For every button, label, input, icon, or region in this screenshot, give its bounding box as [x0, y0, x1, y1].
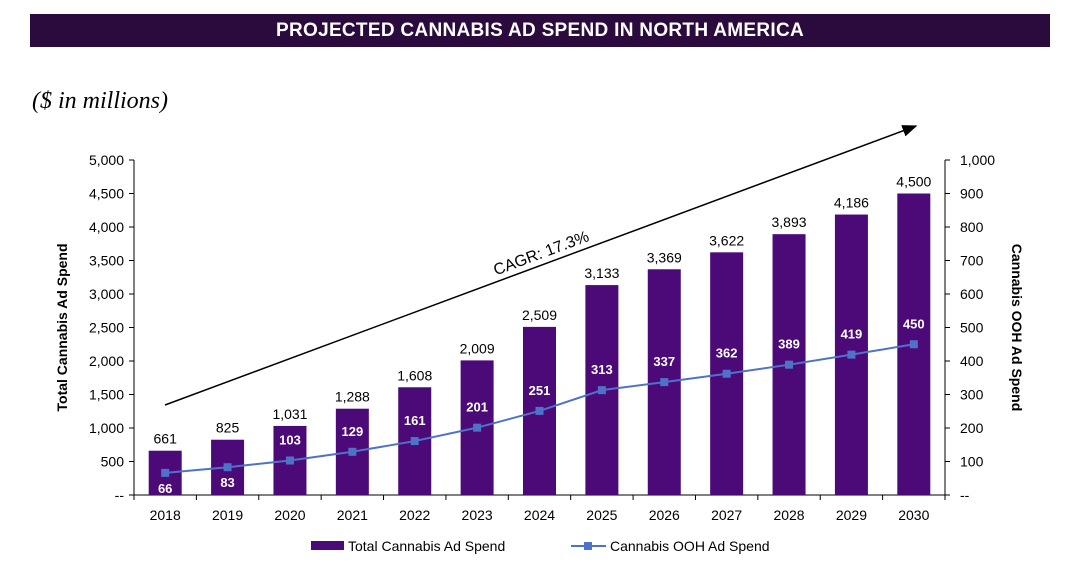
x-tick-label: 2022 [399, 507, 430, 523]
left-tick-label: 5,000 [89, 152, 124, 168]
title-bar: PROJECTED CANNABIS AD SPEND IN NORTH AME… [30, 14, 1050, 47]
ooh-value-label: 389 [778, 337, 800, 352]
ooh-point-marker [535, 406, 544, 415]
chart-title: PROJECTED CANNABIS AD SPEND IN NORTH AME… [276, 19, 804, 41]
ooh-point-marker [473, 423, 482, 432]
x-tick-label: 2029 [836, 507, 867, 523]
x-tick-label: 2018 [150, 507, 181, 523]
left-tick-label: 1,000 [89, 420, 124, 436]
ooh-point-marker [161, 468, 170, 477]
bar-value-label: 4,186 [834, 195, 869, 211]
left-tick-label: 4,500 [89, 186, 124, 202]
right-tick-label: 100 [960, 454, 984, 470]
x-tick-label: 2019 [212, 507, 243, 523]
ooh-value-label: 201 [466, 400, 488, 415]
left-tick-label: 500 [101, 454, 125, 470]
right-tick-label: 900 [960, 186, 984, 202]
ooh-point-marker [785, 360, 794, 369]
left-tick-label: 1,500 [89, 387, 124, 403]
ooh-value-label: 129 [341, 424, 363, 439]
ooh-value-label: 362 [716, 346, 738, 361]
x-tick-label: 2023 [462, 507, 493, 523]
left-tick-label: 3,500 [89, 253, 124, 269]
x-tick-label: 2020 [274, 507, 305, 523]
right-tick-label: 800 [960, 219, 984, 235]
left-axis-title: Total Cannabis Ad Spend [54, 243, 70, 411]
legend-line-label: Cannabis OOH Ad Spend [610, 538, 770, 554]
bar-value-label: 661 [154, 431, 178, 447]
ooh-value-label: 337 [653, 354, 675, 369]
bar-value-label: 825 [216, 420, 240, 436]
ooh-value-label: 103 [279, 432, 301, 447]
right-tick-label: -- [960, 487, 970, 503]
right-tick-label: 500 [960, 320, 984, 336]
bar-value-label: 3,622 [709, 232, 744, 248]
cagr-annotation: CAGR: 17.3% [491, 228, 591, 279]
bar-value-label: 4,500 [896, 174, 931, 190]
ooh-value-label: 419 [841, 327, 863, 342]
ooh-point-marker [285, 456, 294, 465]
right-tick-label: 300 [960, 387, 984, 403]
right-tick-label: 600 [960, 286, 984, 302]
ooh-point-marker [847, 350, 856, 359]
right-tick-label: 200 [960, 420, 984, 436]
x-tick-label: 2026 [649, 507, 680, 523]
right-tick-label: 700 [960, 253, 984, 269]
left-tick-label: 2,500 [89, 320, 124, 336]
x-tick-label: 2028 [773, 507, 804, 523]
ooh-point-marker [410, 437, 419, 446]
ooh-value-label: 450 [903, 316, 925, 331]
x-tick-label: 2027 [711, 507, 742, 523]
bar-value-label: 1,288 [335, 389, 370, 405]
ooh-value-label: 161 [404, 413, 426, 428]
bar-value-label: 1,031 [272, 406, 307, 422]
legend-bar-label: Total Cannabis Ad Spend [348, 538, 505, 554]
ooh-value-label: 251 [529, 383, 551, 398]
right-tick-label: 1,000 [960, 152, 995, 168]
ooh-point-marker [597, 386, 606, 395]
bar-value-label: 3,893 [772, 214, 807, 230]
bar-value-label: 2,509 [522, 307, 557, 323]
ooh-value-label: 313 [591, 362, 613, 377]
x-tick-label: 2021 [337, 507, 368, 523]
left-tick-label: 2,000 [89, 353, 124, 369]
legend-bar-swatch [311, 541, 344, 550]
legend-line-marker [584, 542, 592, 550]
x-tick-label: 2030 [898, 507, 929, 523]
left-tick-label: 3,000 [89, 286, 124, 302]
ooh-point-marker [348, 447, 357, 456]
bar-value-label: 2,009 [460, 340, 495, 356]
ooh-point-marker [660, 378, 669, 387]
bar-value-label: 3,133 [584, 265, 619, 281]
x-tick-label: 2025 [586, 507, 617, 523]
ooh-point-marker [909, 340, 918, 349]
bar-value-label: 3,369 [647, 249, 682, 265]
units-label: ($ in millions) [32, 88, 168, 114]
ooh-point-marker [722, 369, 731, 378]
right-tick-label: 400 [960, 353, 984, 369]
ooh-value-label: 66 [158, 481, 172, 496]
x-tick-label: 2024 [524, 507, 555, 523]
ooh-point-marker [223, 463, 232, 472]
right-axis-title: Cannabis OOH Ad Spend [1009, 244, 1025, 412]
left-tick-label: 4,000 [89, 219, 124, 235]
cagr-arrow [164, 125, 918, 406]
ooh-value-label: 83 [220, 475, 234, 490]
bar-value-label: 1,608 [397, 367, 432, 383]
left-tick-label: -- [115, 487, 125, 503]
